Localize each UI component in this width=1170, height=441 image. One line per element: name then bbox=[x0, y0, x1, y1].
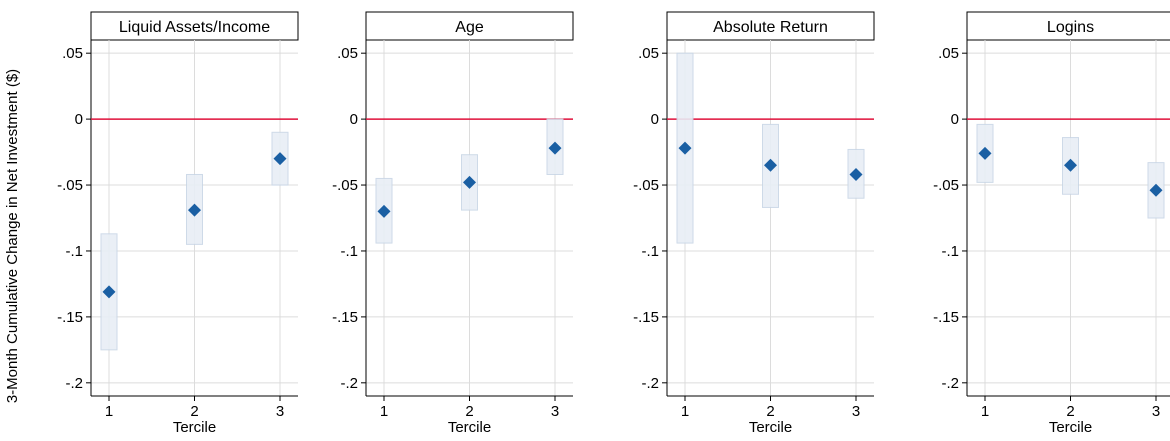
x-tick-label: 3 bbox=[551, 403, 559, 420]
y-tick-label: 0 bbox=[951, 111, 959, 128]
panel-header bbox=[90, 11, 299, 41]
point-estimate-marker bbox=[548, 141, 562, 155]
panel-title: Liquid Assets/Income bbox=[119, 19, 270, 36]
y-tick-label: -.05 bbox=[633, 177, 659, 194]
x-tick-label: 2 bbox=[465, 403, 473, 420]
x-tick-label: 3 bbox=[852, 403, 860, 420]
x-axis-label: Tercile bbox=[448, 419, 491, 436]
y-tick-label: -.1 bbox=[641, 243, 659, 260]
y-tick-label: .05 bbox=[638, 45, 659, 62]
panel-3: Absolute Return .05 0 -.05 -.1 -.15 -.2 1 2 3 Terc… bbox=[633, 11, 875, 436]
point-estimate-marker bbox=[678, 141, 692, 155]
panel-4: Logins .05 0 -.05 -.1 -.15 -.2 1 2 3 Tercile bbox=[933, 11, 1170, 436]
y-tick-label: 0 bbox=[75, 111, 83, 128]
x-axis-label: Tercile bbox=[1049, 419, 1092, 436]
x-tick-label: 1 bbox=[981, 403, 989, 420]
point-estimate-marker bbox=[102, 285, 116, 299]
y-tick-label: -.15 bbox=[332, 309, 358, 326]
y-tick-label: -.15 bbox=[57, 309, 83, 326]
x-tick-label: 1 bbox=[681, 403, 689, 420]
y-tick-label: -.15 bbox=[933, 309, 959, 326]
x-tick-label: 1 bbox=[105, 403, 113, 420]
point-estimate-marker bbox=[1064, 158, 1077, 172]
y-axis-label: 3-Month Cumulative Change in Net Investm… bbox=[4, 69, 21, 403]
x-axis-label: Tercile bbox=[173, 419, 216, 436]
point-estimate-marker bbox=[463, 175, 476, 189]
y-tick-label: -.1 bbox=[941, 243, 959, 260]
x-tick-label: 2 bbox=[1066, 403, 1074, 420]
y-tick-label: -.1 bbox=[340, 243, 358, 260]
y-tick-label: .05 bbox=[62, 45, 83, 62]
point-estimate-marker bbox=[377, 204, 391, 218]
point-estimate-marker bbox=[849, 167, 863, 181]
panel-header bbox=[666, 11, 875, 41]
point-estimate-marker bbox=[978, 146, 992, 160]
point-estimate-marker bbox=[273, 152, 287, 166]
y-tick-label: -.1 bbox=[65, 243, 83, 260]
y-tick-label: -.2 bbox=[340, 375, 358, 392]
panel-header bbox=[966, 11, 1170, 41]
x-axis-label: Tercile bbox=[749, 419, 792, 436]
y-tick-label: .05 bbox=[938, 45, 959, 62]
x-tick-label: 2 bbox=[766, 403, 774, 420]
x-tick-label: 3 bbox=[276, 403, 284, 420]
y-tick-label: .05 bbox=[337, 45, 358, 62]
point-estimate-marker bbox=[188, 203, 201, 217]
y-tick-label: -.05 bbox=[933, 177, 959, 194]
point-estimate-marker bbox=[764, 158, 777, 172]
x-tick-label: 1 bbox=[380, 403, 388, 420]
panel-title: Logins bbox=[1047, 19, 1094, 36]
panel-1: Liquid Assets/Income .05 0 -.05 -.1 -.15 -.2 1 2… bbox=[57, 11, 299, 436]
point-estimate-marker bbox=[1149, 183, 1163, 197]
y-tick-label: -.05 bbox=[57, 177, 83, 194]
y-tick-label: 0 bbox=[350, 111, 358, 128]
y-tick-label: -.15 bbox=[633, 309, 659, 326]
y-tick-label: 0 bbox=[651, 111, 659, 128]
y-tick-label: -.2 bbox=[65, 375, 83, 392]
x-tick-label: 2 bbox=[190, 403, 198, 420]
panel-title: Age bbox=[455, 19, 484, 36]
panel-header bbox=[365, 11, 574, 41]
y-tick-label: -.05 bbox=[332, 177, 358, 194]
x-tick-label: 3 bbox=[1152, 403, 1160, 420]
y-tick-label: -.2 bbox=[641, 375, 659, 392]
panel-title: Absolute Return bbox=[713, 19, 828, 36]
y-tick-label: -.2 bbox=[941, 375, 959, 392]
panel-2: Age .05 0 -.05 -.1 -.15 -.2 1 2 3 Tercile bbox=[332, 11, 574, 436]
